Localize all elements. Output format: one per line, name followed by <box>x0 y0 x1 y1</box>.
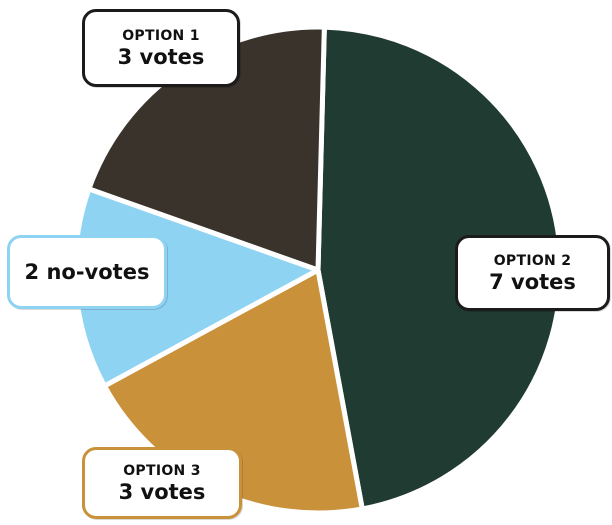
callout-option-3-votes: 3 votes <box>118 479 206 504</box>
callout-option-2: OPTION 2 7 votes <box>455 235 610 311</box>
callout-option-2-votes: 7 votes <box>489 269 576 294</box>
callout-option-2-label: OPTION 2 <box>493 252 572 269</box>
callout-no-votes: 2 no-votes <box>7 235 167 309</box>
callout-option-1-label: OPTION 1 <box>122 27 200 44</box>
callout-option-1: OPTION 1 3 votes <box>82 9 240 87</box>
callout-option-3: OPTION 3 3 votes <box>82 447 242 519</box>
callout-option-3-label: OPTION 3 <box>123 462 201 479</box>
callout-option-1-votes: 3 votes <box>117 44 205 69</box>
callout-no-votes-text: 2 no-votes <box>24 260 150 284</box>
